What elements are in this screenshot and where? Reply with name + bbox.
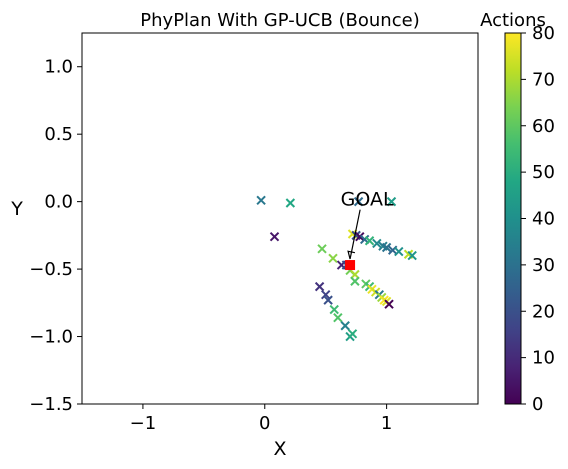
goal-arrow xyxy=(349,209,361,260)
scatter-point xyxy=(350,276,360,286)
scatter-point xyxy=(355,232,365,242)
scatter-point xyxy=(394,246,404,257)
y-tick-label: 1.0 xyxy=(44,57,73,78)
y-tick-label: −0.5 xyxy=(29,259,73,280)
scatter-point xyxy=(384,299,394,309)
y-tick-label: −1.5 xyxy=(29,394,73,415)
scatter-point xyxy=(314,281,325,292)
colorbar-tick-label: 60 xyxy=(532,116,555,137)
y-tick-label: 0.0 xyxy=(44,192,73,213)
colorbar-tick-label: 10 xyxy=(532,348,555,369)
goal-arrow-head xyxy=(347,250,356,260)
colorbar-tick-label: 70 xyxy=(532,69,555,90)
colorbar-tick-label: 20 xyxy=(532,301,555,322)
colorbar-tick-label: 40 xyxy=(532,209,555,230)
scatter-point xyxy=(353,196,364,207)
x-tick-label: 1 xyxy=(381,413,392,434)
scatter-point xyxy=(386,196,397,207)
scatter-point xyxy=(269,232,280,242)
scatter-point xyxy=(320,290,331,300)
colorbar-tick-label: 50 xyxy=(532,162,555,183)
goal-annotation: GOAL xyxy=(341,189,394,271)
y-tick-label: 0.5 xyxy=(44,124,73,145)
scatter-point xyxy=(333,312,343,323)
y-tick-label: −1.0 xyxy=(29,327,73,348)
x-axis-label: X xyxy=(273,438,286,460)
scatter-point xyxy=(381,242,392,253)
goal-marker xyxy=(345,260,356,271)
x-axis-ticks: −1 0 1 xyxy=(130,404,392,434)
colorbar-tick-label: 0 xyxy=(532,394,543,415)
y-axis-ticks: 1.0 0.5 0.0 −0.5 −1.0 −1.5 xyxy=(29,57,82,415)
colorbar-title: Actions xyxy=(480,10,546,31)
x-tick-label: 0 xyxy=(259,413,270,434)
scatter-point xyxy=(407,250,417,261)
colorbar xyxy=(504,32,522,405)
scatter-point xyxy=(256,195,266,205)
scatter-point xyxy=(329,304,339,315)
scatter-point xyxy=(323,295,333,305)
scatter-point xyxy=(285,198,296,208)
scatter-point xyxy=(317,244,327,254)
scatter-point xyxy=(328,253,338,264)
chart-title: PhyPlan With GP-UCB (Bounce) xyxy=(140,10,419,31)
scatter-point xyxy=(340,321,350,331)
y-axis-label: Y xyxy=(10,198,23,220)
plot-frame xyxy=(81,32,479,405)
colorbar-ticks: 0 10 20 30 40 50 60 70 80 xyxy=(521,23,555,415)
scatter-point xyxy=(364,236,375,246)
scatter-point xyxy=(347,329,358,339)
goal-label: GOAL xyxy=(341,189,394,211)
colorbar-tick-label: 80 xyxy=(532,23,555,44)
data-points xyxy=(256,195,417,342)
scatter-point xyxy=(372,238,382,249)
colorbar-tick-label: 30 xyxy=(532,255,555,276)
x-tick-label: −1 xyxy=(130,413,157,434)
